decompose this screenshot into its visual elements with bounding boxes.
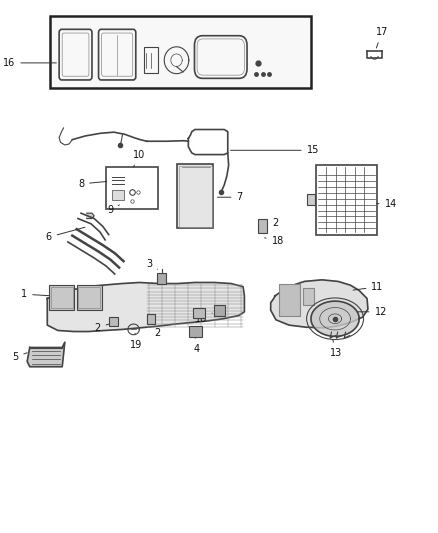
Bar: [147, 314, 155, 324]
Bar: [189, 326, 202, 337]
Bar: [214, 305, 225, 316]
Bar: [49, 285, 74, 310]
Bar: [157, 273, 166, 284]
Text: 6: 6: [46, 227, 85, 242]
Bar: [193, 308, 205, 318]
Bar: [77, 285, 102, 310]
Bar: [50, 16, 311, 88]
Text: 14: 14: [377, 199, 397, 208]
Text: 12: 12: [357, 307, 387, 317]
Bar: [78, 287, 100, 308]
Bar: [109, 317, 118, 326]
Bar: [144, 47, 158, 73]
Bar: [307, 193, 315, 205]
Text: 3: 3: [146, 259, 158, 269]
Bar: [303, 288, 314, 305]
Text: 5: 5: [12, 352, 27, 362]
Bar: [51, 287, 73, 308]
Text: 1: 1: [21, 289, 49, 299]
Bar: [258, 219, 267, 233]
Text: 10: 10: [133, 150, 145, 167]
Bar: [179, 166, 212, 227]
Text: 17: 17: [376, 27, 388, 48]
Text: 2: 2: [95, 323, 110, 333]
Text: 11: 11: [353, 282, 384, 292]
Bar: [106, 167, 158, 209]
Text: 8: 8: [78, 179, 107, 189]
Bar: [112, 190, 124, 200]
Text: 18: 18: [265, 236, 284, 246]
Text: 13: 13: [330, 340, 343, 358]
Text: 4: 4: [193, 337, 199, 354]
Polygon shape: [47, 282, 244, 332]
Text: 9: 9: [107, 205, 119, 215]
Text: 7: 7: [217, 192, 243, 202]
Text: 2: 2: [265, 218, 279, 228]
Polygon shape: [311, 301, 359, 336]
Polygon shape: [87, 213, 94, 219]
Text: 18: 18: [194, 313, 212, 324]
Text: 15: 15: [230, 146, 319, 155]
Bar: [316, 165, 377, 235]
Polygon shape: [27, 342, 65, 367]
Text: 2: 2: [150, 321, 160, 338]
Polygon shape: [271, 280, 368, 328]
Bar: [279, 284, 300, 316]
Bar: [177, 164, 213, 228]
Text: 16: 16: [3, 58, 57, 68]
Text: 19: 19: [130, 333, 142, 350]
